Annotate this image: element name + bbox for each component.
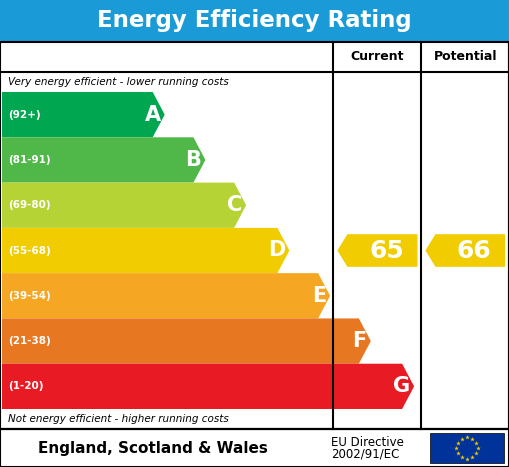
Text: (81-91): (81-91) <box>8 155 50 165</box>
Polygon shape <box>337 234 417 267</box>
Text: G: G <box>393 376 410 396</box>
Text: 65: 65 <box>369 239 404 262</box>
Text: D: D <box>268 241 286 261</box>
Text: Energy Efficiency Rating: Energy Efficiency Rating <box>97 9 412 33</box>
Text: England, Scotland & Wales: England, Scotland & Wales <box>38 440 268 455</box>
Polygon shape <box>2 273 330 318</box>
Text: F: F <box>353 331 367 351</box>
Polygon shape <box>2 137 206 183</box>
Text: EU Directive: EU Directive <box>331 436 404 448</box>
Text: B: B <box>186 150 202 170</box>
Text: Current: Current <box>351 50 404 64</box>
Text: E: E <box>312 286 326 306</box>
Polygon shape <box>2 228 290 273</box>
Bar <box>0 429 509 467</box>
Text: 66: 66 <box>457 239 492 262</box>
Text: (69-80): (69-80) <box>8 200 50 210</box>
Text: Not energy efficient - higher running costs: Not energy efficient - higher running co… <box>8 414 229 424</box>
Text: Potential: Potential <box>434 50 497 64</box>
Polygon shape <box>2 92 165 137</box>
Polygon shape <box>2 183 246 228</box>
Bar <box>430 433 504 463</box>
Polygon shape <box>2 318 371 364</box>
Text: Very energy efficient - lower running costs: Very energy efficient - lower running co… <box>8 77 229 87</box>
Text: C: C <box>227 195 242 215</box>
Text: (1-20): (1-20) <box>8 382 43 391</box>
Text: A: A <box>145 105 161 125</box>
Text: (39-54): (39-54) <box>8 291 51 301</box>
Bar <box>0 0 509 42</box>
Polygon shape <box>426 234 505 267</box>
Text: (55-68): (55-68) <box>8 246 51 255</box>
Polygon shape <box>2 364 414 409</box>
Bar <box>0 42 509 429</box>
Text: (21-38): (21-38) <box>8 336 51 346</box>
Text: 2002/91/EC: 2002/91/EC <box>331 447 399 460</box>
Text: (92+): (92+) <box>8 110 41 120</box>
